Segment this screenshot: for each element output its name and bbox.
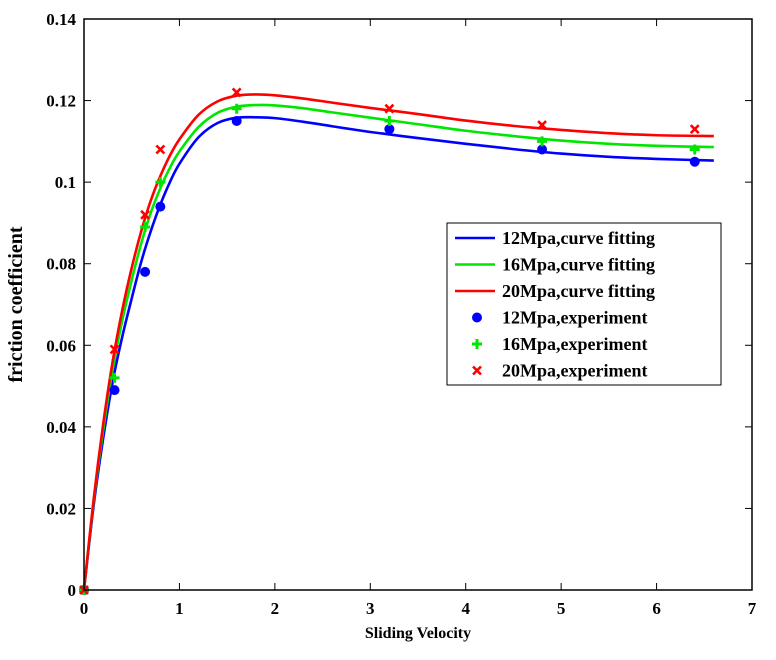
legend-label: 12Mpa,curve fitting <box>502 228 655 248</box>
data-point <box>140 222 151 233</box>
x-tick-label: 6 <box>652 599 661 618</box>
data-point <box>231 103 242 114</box>
legend-label: 16Mpa,curve fitting <box>502 255 655 275</box>
y-tick-label: 0.1 <box>55 173 76 192</box>
data-point <box>155 201 166 212</box>
data-point <box>384 115 395 126</box>
y-tick-label: 0.08 <box>46 255 76 274</box>
data-point <box>155 144 166 155</box>
legend-item: 16Mpa,curve fitting <box>455 255 655 275</box>
data-point <box>689 144 700 155</box>
x-tick-label: 0 <box>80 599 89 618</box>
x-tick-label: 3 <box>366 599 375 618</box>
axes-layer: 0 1 2 3 4 5 6 7 0 0.02 0.04 0.06 0.08 0.1 0.12 0.14 <box>46 10 757 618</box>
data-point <box>537 120 547 130</box>
data-point <box>155 177 166 188</box>
y-tick-label: 0 <box>68 581 77 600</box>
legend-item: 20Mpa,experiment <box>472 361 647 381</box>
y-tick-label: 0.06 <box>46 336 76 355</box>
data-point <box>109 372 120 383</box>
y-tick-label: 0.14 <box>46 10 76 29</box>
y-tick-label: 0.04 <box>46 418 76 437</box>
series-5 <box>79 87 700 595</box>
data-point <box>231 87 242 98</box>
series-2 <box>82 93 714 591</box>
data-point <box>384 103 395 114</box>
legend-item: 12Mpa,curve fitting <box>455 228 655 248</box>
x-tick-label: 4 <box>461 599 470 618</box>
x-tick-label: 7 <box>748 599 757 618</box>
legend-items: 12Mpa,curve fitting 16Mpa,curve fitting 20… <box>455 228 655 381</box>
y-tick-label: 0.02 <box>46 499 76 518</box>
legend: 12Mpa,curve fitting 16Mpa,curve fitting 20… <box>446 222 722 386</box>
legend-label: 12Mpa,experiment <box>502 308 647 328</box>
legend-label: 20Mpa,experiment <box>502 361 647 381</box>
x-tick-label: 1 <box>175 599 184 618</box>
data-point <box>231 115 242 126</box>
legend-swatch <box>472 339 482 349</box>
data-point <box>689 124 700 135</box>
data-point <box>384 124 395 135</box>
plot-frame <box>83 18 753 591</box>
y-axis-label: friction coefficient <box>5 226 27 382</box>
series-line <box>82 115 714 591</box>
y-tick-label: 0.12 <box>46 92 76 111</box>
legend-item: 20Mpa,curve fitting <box>455 281 655 301</box>
data-point <box>689 156 700 167</box>
data-point <box>537 144 548 155</box>
legend-label: 16Mpa,experiment <box>502 334 647 354</box>
data-point <box>140 266 151 277</box>
series-3 <box>79 115 700 595</box>
x-tick-label: 2 <box>271 599 280 618</box>
data-point <box>109 385 120 396</box>
data-point <box>109 344 120 355</box>
data-point <box>140 209 150 220</box>
plot-layer <box>79 87 714 595</box>
data-point <box>537 136 548 147</box>
series-line <box>82 93 714 591</box>
x-axis-label: Sliding Velocity <box>365 625 471 642</box>
legend-item: 12Mpa,experiment <box>472 308 647 328</box>
series-0 <box>82 115 714 591</box>
legend-swatch <box>472 312 482 323</box>
legend-item: 16Mpa,experiment <box>472 334 647 354</box>
x-tick-label: 5 <box>557 599 566 618</box>
series-1 <box>82 103 714 591</box>
legend-swatch <box>472 365 482 376</box>
legend-label: 20Mpa,curve fitting <box>502 281 655 301</box>
series-line <box>82 103 714 591</box>
legend-box <box>446 222 722 386</box>
